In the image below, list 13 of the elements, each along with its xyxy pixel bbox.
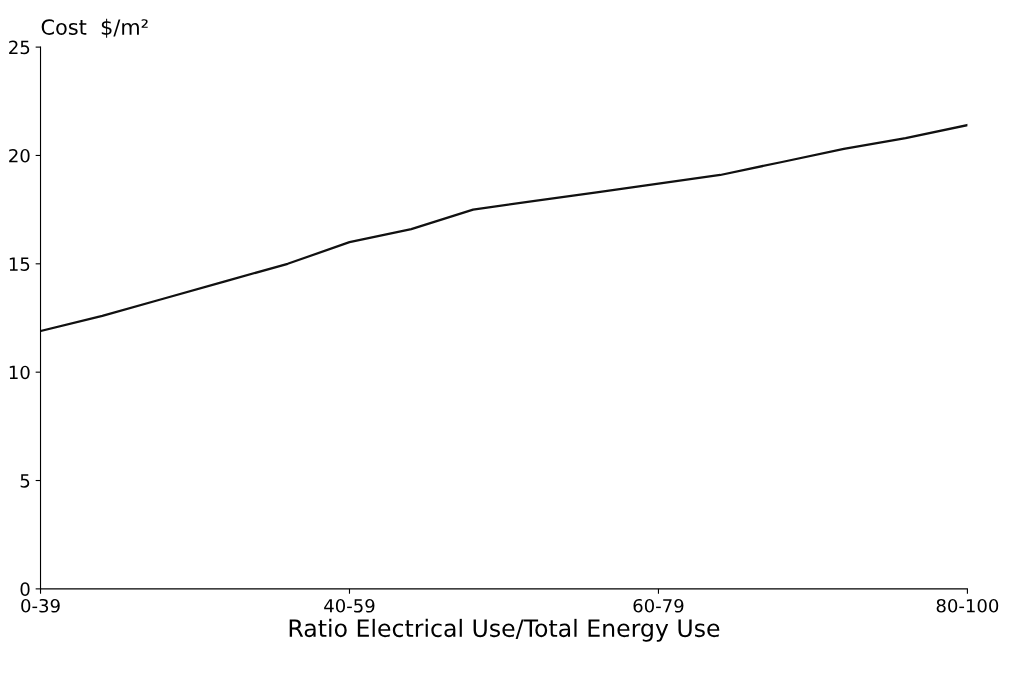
line-series <box>40 124 968 333</box>
x-tick-label: 0-39 <box>21 598 60 613</box>
x-tick-label: 40-59 <box>324 598 375 613</box>
y-tick-label: 10 <box>9 365 30 380</box>
y-tick-label: 20 <box>9 148 30 163</box>
y-axis-title: Cost $/m² <box>41 18 148 38</box>
y-tick-label: 0 <box>20 582 30 596</box>
y-tick-label: 5 <box>20 474 30 488</box>
y-tick-label: 15 <box>9 257 30 271</box>
x-tick-label: 60-79 <box>633 598 684 613</box>
x-tick-label: 80-100 <box>936 598 999 613</box>
x-axis-title: Ratio Electrical Use/Total Energy Use <box>289 618 720 642</box>
y-tick-label: 25 <box>9 40 30 55</box>
